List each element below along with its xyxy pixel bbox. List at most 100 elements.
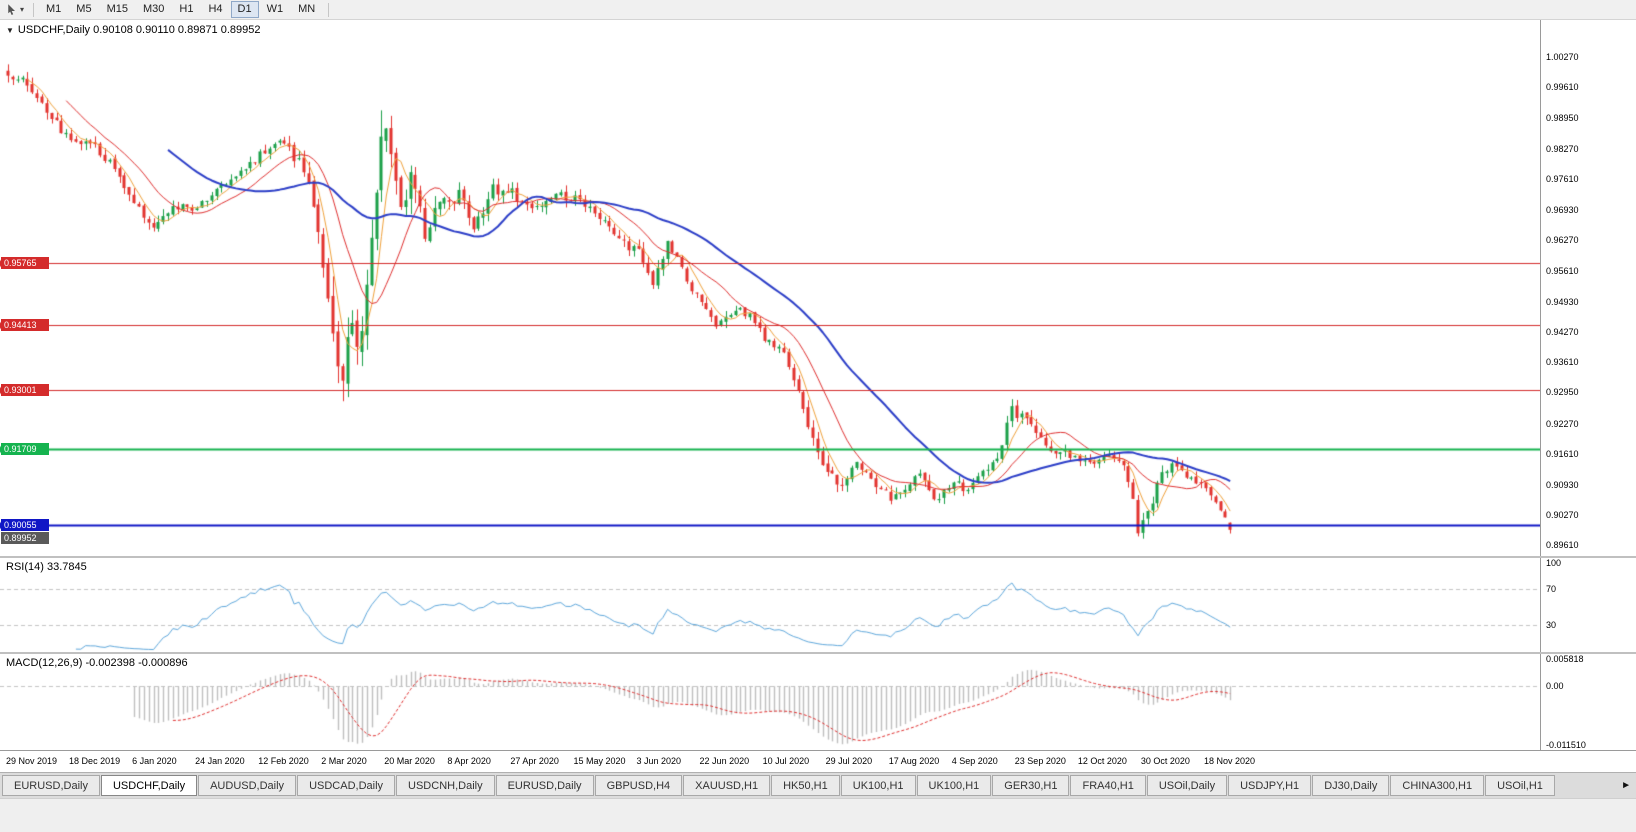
date-label: 10 Jul 2020 (762, 756, 810, 766)
panel-splitter[interactable] (0, 652, 1636, 654)
date-label: 30 Oct 2020 (1140, 756, 1190, 766)
chart-tab-uk100-h1[interactable]: UK100,H1 (840, 775, 916, 796)
timeframe-button-h1[interactable]: H1 (179, 3, 194, 15)
symbol-info: ▼ USDCHF,Daily 0.90108 0.90110 0.89871 0… (6, 24, 261, 36)
price-line-flag: 0.90055 (1, 519, 49, 532)
cursor-tool-icon[interactable] (4, 3, 20, 16)
chart-tab-usoil-daily[interactable]: USOil,Daily (1146, 775, 1228, 796)
date-axis[interactable]: 29 Nov 2019 18 Dec 2019 6 Jan 2020 24 Jan 2… (0, 750, 1636, 772)
chart-tab-eurusd-daily[interactable]: EURUSD,Daily (2, 775, 100, 796)
status-strip (0, 798, 1636, 832)
rsi-axis-tick: 70 (1546, 584, 1557, 595)
date-label: 29 Jul 2020 (825, 756, 873, 766)
timeframe-button-w1[interactable]: W1 (266, 3, 284, 15)
price-axis-tick: 0.90930 (1546, 479, 1579, 490)
price-chart-canvas[interactable] (0, 20, 1540, 556)
price-axis-tick: 0.93610 (1546, 357, 1579, 368)
chart-tab-gbpusd-h4[interactable]: GBPUSD,H4 (594, 775, 683, 796)
chart-tab-uk100-h1[interactable]: UK100,H1 (916, 775, 992, 796)
chart-tab-usdjpy-h1[interactable]: USDJPY,H1 (1228, 775, 1312, 796)
rsi-axis-tick: 30 (1546, 620, 1557, 631)
toolbar-separator (328, 2, 330, 17)
price-line-flag: 0.95765 (1, 257, 49, 270)
panel-splitter[interactable] (0, 556, 1636, 558)
macd-label: MACD(12,26,9) -0.002398 -0.000896 (6, 657, 188, 669)
price-axis-tick: 0.92950 (1546, 387, 1579, 398)
chart-tab-usdchf-daily[interactable]: USDCHF,Daily (100, 775, 198, 796)
date-label: 18 Dec 2019 (69, 756, 121, 766)
chart-tab-xauusd-h1[interactable]: XAUUSD,H1 (683, 775, 771, 796)
price-axis-tick: 0.89610 (1546, 540, 1579, 551)
timeframe-button-m15[interactable]: M15 (106, 3, 128, 15)
tabs-scroll-right-icon[interactable]: ► (1621, 780, 1631, 791)
macd-panel[interactable]: MACD(12,26,9) -0.002398 -0.000896 0.0058… (0, 654, 1636, 750)
macd-canvas[interactable] (0, 654, 1540, 750)
chart-tab-bar: EURUSD,Daily USDCHF,Daily AUDUSD,Daily USDC… (0, 772, 1636, 798)
chart-tab-eurusd-daily[interactable]: EURUSD,Daily (495, 775, 594, 796)
date-label: 8 Apr 2020 (447, 756, 491, 766)
timeframe-button-m5[interactable]: M5 (76, 3, 92, 15)
rsi-axis: 100 70 30 (1541, 558, 1636, 652)
price-axis-tick: 0.94930 (1546, 296, 1579, 307)
chart-tab-china300-h1[interactable]: CHINA300,H1 (1390, 775, 1485, 796)
date-label: 22 Jun 2020 (699, 756, 750, 766)
macd-axis-tick: 0.005818 (1546, 654, 1584, 664)
macd-axis-tick: 0.00 (1546, 681, 1564, 692)
toolbar: ▾ M1 M5 M15 M30 H1 H4 D1 W1 MN (0, 0, 1636, 20)
date-label: 2 Mar 2020 (321, 756, 367, 766)
timeframe-button-d1[interactable]: D1 (230, 1, 259, 18)
symbol-info-text: USDCHF,Daily 0.90108 0.90110 0.89871 0.8… (17, 24, 261, 36)
date-label: 20 Mar 2020 (384, 756, 435, 766)
date-label: 23 Sep 2020 (1014, 756, 1066, 766)
price-axis-tick: 0.96270 (1546, 235, 1579, 246)
macd-axis-tick: -0.011510 (1546, 740, 1586, 750)
timeframe-button-m30[interactable]: M30 (142, 3, 165, 15)
price-axis-tick: 0.90270 (1546, 510, 1579, 521)
date-label: 17 Aug 2020 (888, 756, 940, 766)
chart-tab-audusd-daily[interactable]: AUDUSD,Daily (198, 775, 297, 796)
collapse-triangle-icon[interactable]: ▼ (6, 25, 14, 35)
chart-tab-usoil-h1[interactable]: USOil,H1 (1485, 775, 1555, 796)
chart-tab-list: EURUSD,Daily USDCHF,Daily AUDUSD,Daily USDC… (2, 775, 1636, 796)
chart-tab-fra40-h1[interactable]: FRA40,H1 (1070, 775, 1146, 796)
price-axis-tick: 0.97610 (1546, 173, 1579, 184)
price-axis-tick: 0.98270 (1546, 143, 1579, 154)
macd-axis: 0.005818 0.00 -0.011510 (1541, 654, 1636, 750)
timeframe-button-m1[interactable]: M1 (46, 3, 62, 15)
price-line-flag: 0.93001 (1, 384, 49, 397)
price-axis-tick: 0.95610 (1546, 265, 1579, 276)
price-line-flag: 0.89952 (1, 532, 49, 545)
date-label: 12 Feb 2020 (258, 756, 309, 766)
rsi-panel[interactable]: RSI(14) 33.7845 100 70 30 (0, 558, 1636, 652)
price-axis-tick: 0.99610 (1546, 82, 1579, 93)
rsi-axis-tick: 100 (1546, 558, 1562, 568)
price-axis-tick: 0.92270 (1546, 418, 1579, 429)
price-axis-tick: 0.98950 (1546, 112, 1579, 123)
axis-border-line (1540, 20, 1541, 750)
price-chart-panel[interactable]: ▼ USDCHF,Daily 0.90108 0.90110 0.89871 0… (0, 20, 1636, 556)
date-label: 4 Sep 2020 (951, 756, 998, 766)
chevron-down-icon[interactable]: ▾ (20, 5, 25, 14)
price-axis-tick: 0.96930 (1546, 205, 1579, 216)
date-label: 12 Oct 2020 (1077, 756, 1127, 766)
rsi-canvas[interactable] (0, 558, 1540, 652)
rsi-label: RSI(14) 33.7845 (6, 561, 87, 573)
date-label: 27 Apr 2020 (510, 756, 559, 766)
chart-tab-dj30-daily[interactable]: DJ30,Daily (1312, 775, 1390, 796)
date-label: 18 Nov 2020 (1203, 756, 1255, 766)
price-axis[interactable]: 1.00270 0.99610 0.98950 0.98270 0.97610 0.969… (1541, 20, 1636, 556)
chart-tab-usdcnh-daily[interactable]: USDCNH,Daily (396, 775, 495, 796)
date-label: 3 Jun 2020 (636, 756, 682, 766)
price-axis-tick: 0.94270 (1546, 326, 1579, 337)
timeframe-button-h4[interactable]: H4 (208, 3, 223, 15)
toolbar-separator (33, 2, 35, 17)
date-label: 15 May 2020 (573, 756, 626, 766)
date-label: 24 Jan 2020 (195, 756, 245, 766)
chart-tab-ger30-h1[interactable]: GER30,H1 (992, 775, 1070, 796)
price-axis-tick: 1.00270 (1546, 52, 1579, 63)
timeframe-button-mn[interactable]: MN (298, 3, 316, 15)
chart-tab-usdcad-daily[interactable]: USDCAD,Daily (297, 775, 396, 796)
chart-tab-hk50-h1[interactable]: HK50,H1 (771, 775, 840, 796)
date-label: 6 Jan 2020 (132, 756, 177, 766)
timeframe-group: M1 M5 M15 M30 H1 H4 D1 W1 MN (39, 1, 323, 18)
